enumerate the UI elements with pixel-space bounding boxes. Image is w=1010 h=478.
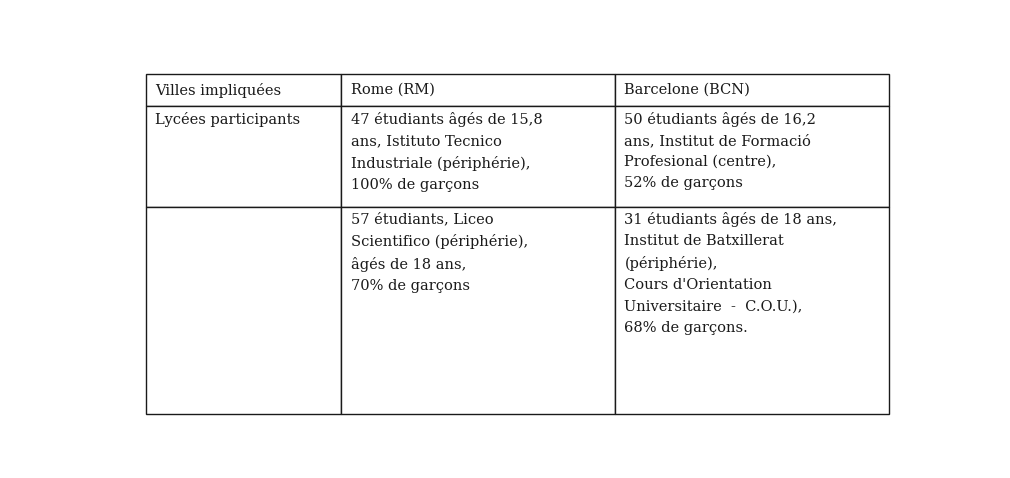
Bar — [615, 206, 890, 414]
Bar — [615, 74, 890, 106]
Bar — [145, 206, 341, 414]
Bar — [341, 206, 615, 414]
Bar — [145, 106, 341, 206]
Text: Rome (RM): Rome (RM) — [350, 83, 434, 97]
Bar — [145, 74, 341, 106]
Text: 50 étudiants âgés de 16,2
ans, Institut de Formació
Profesional (centre),
52% de: 50 étudiants âgés de 16,2 ans, Institut … — [624, 112, 816, 190]
Text: Lycées participants: Lycées participants — [156, 112, 300, 127]
Bar — [341, 106, 615, 206]
Bar — [341, 74, 615, 106]
Text: 31 étudiants âgés de 18 ans,
Institut de Batxillerat
(périphérie),
Cours d'Orien: 31 étudiants âgés de 18 ans, Institut de… — [624, 212, 837, 335]
Bar — [615, 106, 890, 206]
Text: 47 étudiants âgés de 15,8
ans, Istituto Tecnico
Industriale (périphérie),
100% d: 47 étudiants âgés de 15,8 ans, Istituto … — [350, 112, 542, 192]
Text: 57 étudiants, Liceo
Scientifico (périphérie),
âgés de 18 ans,
70% de garçons: 57 étudiants, Liceo Scientifico (périphé… — [350, 212, 528, 293]
Text: Villes impliquées: Villes impliquées — [156, 83, 282, 98]
Text: Barcelone (BCN): Barcelone (BCN) — [624, 83, 750, 97]
